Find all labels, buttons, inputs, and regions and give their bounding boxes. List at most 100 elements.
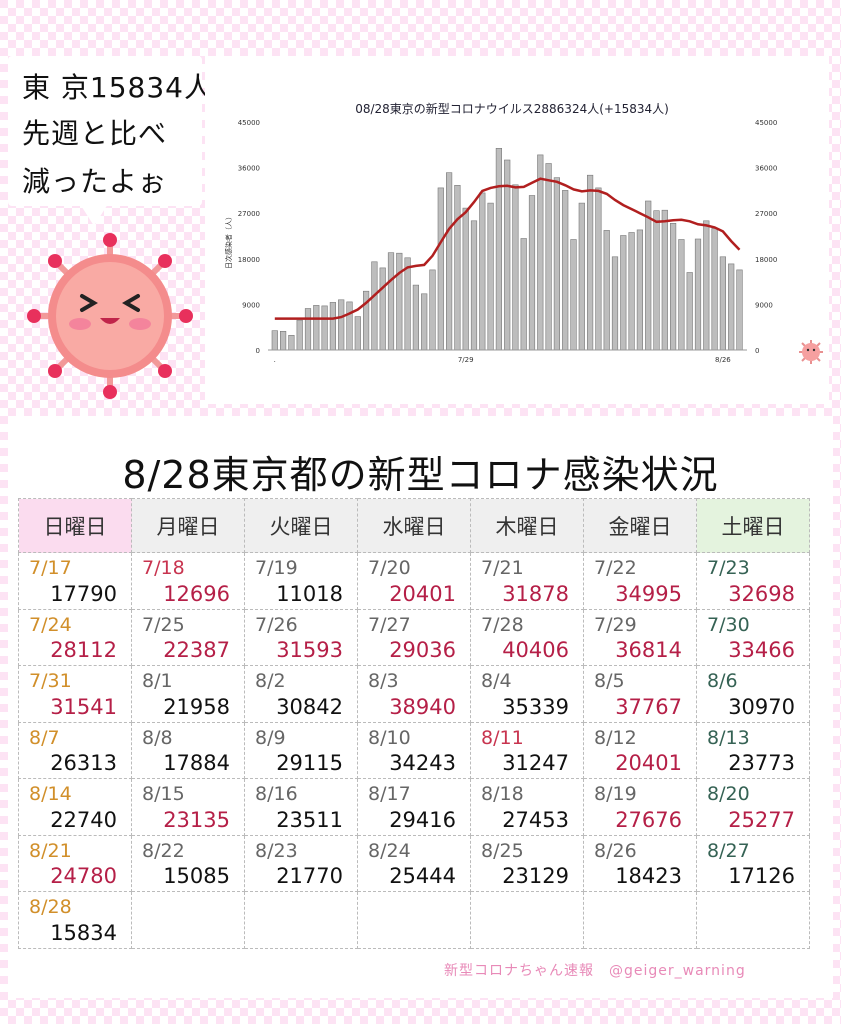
chart-bar — [429, 269, 436, 351]
day-cell: 7/20 20401 — [357, 552, 471, 610]
day-cell: 8/6 30970 — [696, 665, 810, 723]
chart-bar — [512, 184, 519, 351]
chart-bar — [495, 148, 503, 351]
chart-bar — [329, 302, 336, 351]
day-date: 8/1 — [142, 670, 173, 692]
day-date: 7/24 — [29, 613, 72, 636]
chart-bar — [313, 305, 320, 351]
day-date: 8/17 — [368, 783, 411, 805]
chart-bar — [545, 163, 552, 351]
day-date: 7/22 — [594, 557, 637, 579]
day-cell: 8/12 20401 — [583, 721, 697, 779]
day-count: 40406 — [502, 638, 569, 662]
day-date: 8/10 — [368, 726, 411, 749]
chart-bar — [354, 316, 361, 351]
weekday-header: 木曜日 — [470, 498, 584, 553]
day-count: 32698 — [728, 581, 795, 606]
chart-bar — [280, 330, 287, 351]
y-ticks-right: 45000 36000 27000 18000 9000 0 — [755, 119, 777, 355]
day-cell: 7/21 31878 — [470, 552, 584, 610]
day-date: 7/27 — [368, 613, 411, 636]
chart-bar — [338, 299, 345, 351]
day-date: 8/26 — [594, 839, 637, 862]
chart-bar — [528, 195, 536, 351]
day-count: 31541 — [50, 694, 117, 719]
day-cell: 8/2 30842 — [244, 665, 358, 723]
chart-bar — [553, 177, 561, 351]
chart-bar — [719, 256, 726, 351]
day-date: 8/9 — [255, 726, 286, 749]
chart-bar — [669, 223, 677, 351]
day-count: 20401 — [389, 581, 456, 606]
day-count: 20401 — [615, 751, 682, 775]
day-date: 7/19 — [255, 557, 298, 579]
y-tick-label: 9000 — [755, 301, 773, 309]
table-row: 8/7 26313 8/8 17884 8/9 29115 8/10 34243 8/11 312… — [18, 721, 810, 779]
day-date: 8/3 — [368, 670, 399, 692]
infection-chart: 08/28東京の新型コロナウイルス2886324人(+15834人) 日次感染者… — [224, 101, 777, 364]
day-date: 8/4 — [481, 670, 512, 692]
day-date: 8/19 — [594, 783, 637, 805]
x-tick-label: . — [274, 356, 276, 364]
day-count: 30970 — [728, 694, 795, 719]
day-cell: 8/10 34243 — [357, 721, 471, 779]
day-count: 21958 — [163, 694, 230, 719]
x-tick-label: 8/26 — [715, 356, 731, 364]
chart-bar — [562, 190, 569, 351]
table-row: 7/24 28112 7/25 22387 7/26 31593 7/27 29036 7/28… — [18, 608, 810, 666]
chart-bar — [321, 305, 328, 351]
day-cell: 7/19 11018 — [244, 552, 358, 610]
chart-bar — [454, 185, 461, 351]
chart-bar — [462, 207, 469, 351]
day-count: 15085 — [163, 864, 230, 888]
day-cell: 7/17 17790 — [18, 552, 132, 610]
day-date: 7/30 — [707, 613, 750, 636]
day-cell: 7/30 33466 — [696, 608, 810, 666]
day-count: 27676 — [615, 807, 682, 832]
small-corona-icon — [799, 340, 823, 364]
day-cell: 7/22 34995 — [583, 552, 697, 610]
chart-bar — [537, 154, 544, 351]
chart-bar — [437, 187, 444, 351]
weekday-header: 日曜日 — [18, 498, 132, 553]
table-row: 8/28 15834 — [18, 891, 810, 949]
y-tick-label: 0 — [755, 347, 759, 355]
y-tick-label: 36000 — [755, 165, 777, 173]
day-count: 21770 — [276, 864, 343, 888]
weekday-header: 土曜日 — [696, 498, 810, 553]
day-cell: 8/8 17884 — [131, 721, 245, 779]
chart-bar — [703, 220, 710, 351]
day-cell: 8/28 15834 — [18, 891, 132, 949]
day-cell: 8/19 27676 — [583, 778, 697, 836]
day-cell: 7/28 40406 — [470, 608, 584, 666]
day-cell: 8/22 15085 — [131, 834, 245, 892]
day-cell: 8/11 31247 — [470, 721, 584, 779]
day-date: 7/26 — [255, 613, 298, 636]
day-cell — [244, 891, 358, 949]
table-header-row: 日曜日 月曜日 火曜日 水曜日 木曜日 金曜日 土曜日 — [18, 498, 810, 553]
chart-bar — [396, 252, 403, 351]
day-date: 8/23 — [255, 839, 298, 862]
day-cell: 8/9 29115 — [244, 721, 358, 779]
day-count: 18423 — [615, 864, 682, 888]
chart-bar — [603, 230, 610, 351]
chart-bar — [504, 159, 511, 351]
day-cell: 8/20 25277 — [696, 778, 810, 836]
day-cell: 7/31 31541 — [18, 665, 132, 723]
day-count: 28112 — [50, 638, 117, 662]
day-cell — [131, 891, 245, 949]
chart-bar — [470, 220, 478, 351]
y-tick-label: 36000 — [238, 165, 260, 173]
chart-bar — [636, 229, 644, 351]
chart-bar — [288, 334, 295, 351]
day-date: 7/29 — [594, 613, 637, 636]
day-date: 8/2 — [255, 670, 286, 692]
chart-bar — [421, 293, 428, 351]
day-count: 29036 — [389, 638, 456, 662]
day-cell: 8/16 23511 — [244, 778, 358, 836]
bubble-tail — [80, 204, 108, 226]
table-title: 8/28東京都の新型コロナ感染状況 — [122, 453, 719, 497]
chart-bar — [296, 319, 303, 351]
day-count: 22387 — [163, 638, 230, 662]
day-count: 15834 — [50, 920, 117, 945]
